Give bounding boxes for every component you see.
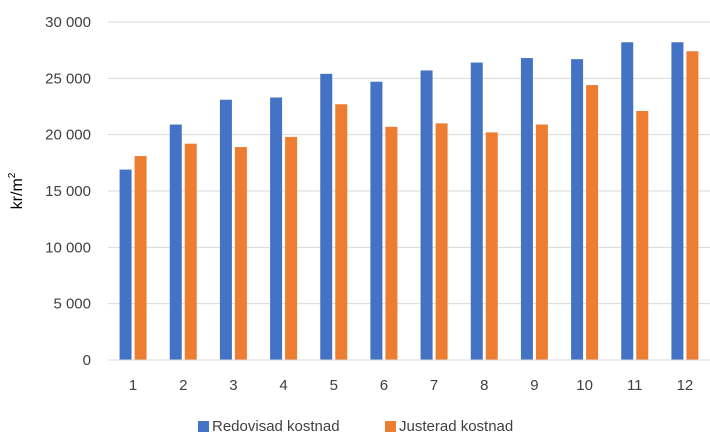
bar-redovisad-12 — [671, 42, 684, 360]
bars — [119, 42, 699, 361]
bar-redovisad-2 — [169, 124, 182, 360]
x-tick-label: 6 — [380, 377, 388, 394]
bar-redovisad-4 — [270, 97, 283, 360]
bar-redovisad-5 — [320, 73, 333, 361]
x-tick-label: 5 — [330, 377, 338, 394]
x-tick-label: 7 — [430, 377, 438, 394]
y-tick-label: 25 000 — [45, 70, 91, 87]
bar-justerad-2 — [184, 143, 197, 360]
x-tick-label: 10 — [576, 377, 593, 394]
y-axis-title: kr/m2 — [7, 172, 26, 209]
bar-redovisad-7 — [420, 70, 433, 361]
legend: Redovisad kostnad Justerad kostnad — [198, 418, 513, 434]
y-tick-label: 10 000 — [45, 239, 91, 256]
bar-justerad-3 — [234, 147, 247, 360]
bar-justerad-12 — [686, 51, 699, 360]
bar-justerad-7 — [435, 123, 448, 361]
legend-label: Justerad kostnad — [399, 418, 513, 434]
legend-label: Redovisad kostnad — [212, 418, 340, 434]
bar-redovisad-9 — [520, 58, 533, 360]
y-tick-label: 0 — [83, 352, 91, 369]
x-tick-label: 4 — [279, 377, 287, 394]
bar-redovisad-6 — [370, 81, 383, 361]
y-axis-title-superscript: 2 — [7, 172, 18, 178]
y-tick-label: 15 000 — [45, 183, 91, 200]
bar-redovisad-11 — [621, 42, 634, 360]
x-tick-label: 11 — [627, 377, 643, 394]
bar-justerad-8 — [485, 132, 498, 360]
y-tick-label: 20 000 — [45, 127, 91, 144]
y-tick-label: 30 000 — [45, 14, 91, 31]
bar-justerad-5 — [335, 104, 348, 360]
bar-justerad-6 — [385, 126, 398, 360]
y-tick-label: 5 000 — [53, 296, 91, 313]
x-tick-label: 1 — [129, 377, 137, 394]
bar-redovisad-1 — [119, 169, 132, 360]
x-tick-label: 2 — [179, 377, 187, 394]
x-tick-label: 8 — [480, 377, 488, 394]
legend-swatch — [385, 421, 396, 432]
gridlines — [108, 21, 710, 305]
x-tick-label: 9 — [530, 377, 538, 394]
x-tick-label: 12 — [677, 377, 694, 394]
x-tick-label: 3 — [229, 377, 237, 394]
legend-swatch — [198, 421, 209, 432]
y-axis-title-text: kr/m — [9, 178, 26, 209]
bar-redovisad-10 — [571, 59, 584, 361]
x-axis-ticks: 1 2 3 4 5 6 7 8 9 10 11 12 — [129, 377, 693, 394]
bar-redovisad-8 — [470, 62, 483, 361]
bar-justerad-4 — [285, 136, 298, 360]
bar-justerad-11 — [636, 111, 649, 360]
bar-justerad-9 — [535, 124, 548, 360]
bar-redovisad-3 — [219, 99, 232, 361]
bar-justerad-10 — [586, 85, 599, 361]
bar-justerad-1 — [134, 156, 147, 360]
y-axis-ticks: 0 5 000 10 000 15 000 20 000 25 000 30 000 — [45, 14, 91, 369]
